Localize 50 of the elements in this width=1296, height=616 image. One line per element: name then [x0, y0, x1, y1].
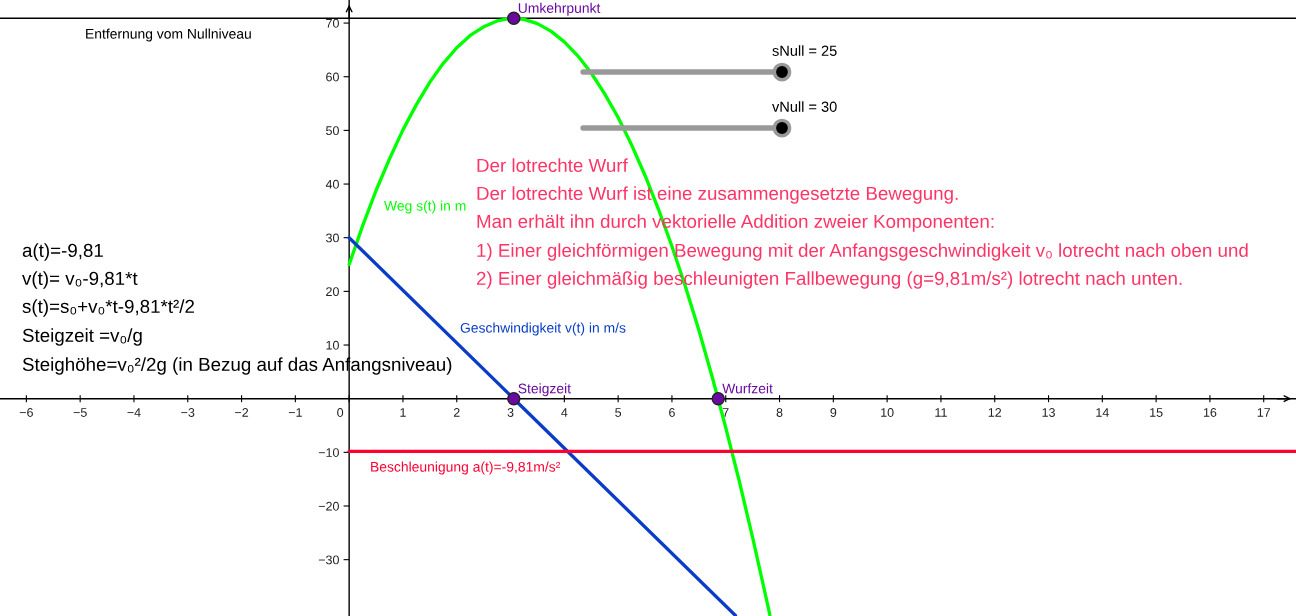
x-tick-label: −6	[19, 408, 33, 417]
y-tick-label: 60	[326, 72, 339, 82]
series-label: Weg s(t) in m	[384, 200, 466, 214]
x-tick-label: 11	[935, 408, 947, 417]
annotation: a(t)=-9,81	[22, 243, 103, 261]
annotation: Steigzeit =v₀/g	[22, 328, 142, 346]
y-tick-label: 70	[326, 18, 339, 28]
x-tick-label: 2	[453, 408, 460, 417]
x-tick-label: 9	[830, 408, 837, 417]
y-tick-label: 10	[326, 340, 339, 350]
y-tick-label: 20	[326, 287, 339, 297]
y-tick-label: 40	[325, 179, 339, 189]
x-tick-label: −4	[127, 408, 141, 417]
y-tick-label: −30	[318, 555, 339, 565]
annotation: 1) Einer gleichförmigen Bewegung mit der Anfangsgeschwindigkeit v₀ lotrecht nach oben und	[477, 243, 1248, 261]
series-label: Geschwindigkeit v(t) in m/s	[460, 322, 626, 336]
annotation: Der lotrechte Wurf ist eine zusammengesetzte Bewegung.	[477, 186, 958, 204]
annotation: sNull = 25	[772, 45, 837, 56]
y-tick-label: 50	[326, 126, 339, 136]
x-tick-label: 3	[507, 408, 514, 417]
x-tick-label: −5	[73, 408, 87, 417]
x-tick-label: 6	[669, 408, 675, 417]
x-tick-label: 17	[1257, 408, 1271, 417]
y-tick-label: −10	[318, 448, 339, 457]
annotation: vNull = 30	[772, 101, 837, 112]
series-label: Beschleunigung a(t)=-9,81m/s²	[371, 461, 561, 475]
x-tick-label: 1	[400, 408, 406, 417]
x-tick-label: 12	[988, 408, 1002, 417]
series-label: Wurfzeit	[722, 383, 773, 394]
x-tick-label: 4	[561, 408, 568, 417]
x-tick-label: 7	[722, 408, 729, 417]
series-label: Steigzeit	[518, 383, 571, 397]
annotation: Entfernung vom Nullniveau	[86, 28, 251, 42]
annotation: Der lotrechte Wurf	[477, 158, 628, 173]
annotation: v(t)= v₀-9,81*t	[22, 271, 138, 289]
x-tick-label: 13	[1042, 408, 1055, 417]
series-label: Umkehrpunkt	[518, 2, 601, 16]
x-tick-label: 15	[1150, 408, 1163, 417]
y-tick-label: 30	[326, 233, 339, 243]
x-tick-label: −1	[288, 408, 302, 417]
x-tick-label: 14	[1096, 408, 1109, 417]
x-tick-label: 5	[615, 408, 622, 417]
x-tick-label: −2	[235, 408, 249, 417]
x-tick-label: 0	[337, 408, 344, 417]
x-tick-label: −3	[181, 408, 195, 417]
annotation: s(t)=s₀+v₀*t-9,81*t²/2	[22, 299, 194, 317]
x-tick-label: 16	[1203, 408, 1217, 417]
y-tick-label: −20	[318, 501, 339, 511]
x-tick-label: 10	[881, 408, 894, 417]
x-tick-label: 8	[776, 408, 783, 417]
